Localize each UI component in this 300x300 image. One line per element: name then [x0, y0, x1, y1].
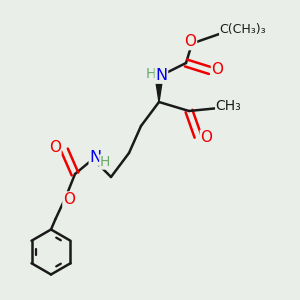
- Text: O: O: [49, 140, 61, 154]
- Text: H: H: [100, 155, 110, 169]
- Polygon shape: [155, 76, 163, 102]
- Text: N: N: [155, 68, 167, 83]
- Text: H: H: [146, 67, 156, 80]
- Text: N: N: [89, 150, 101, 165]
- Text: O: O: [63, 192, 75, 207]
- Text: C(CH₃)₃: C(CH₃)₃: [220, 23, 266, 37]
- Text: O: O: [184, 34, 196, 50]
- Text: O: O: [200, 130, 212, 146]
- Text: CH₃: CH₃: [216, 100, 242, 113]
- Text: O: O: [212, 61, 224, 76]
